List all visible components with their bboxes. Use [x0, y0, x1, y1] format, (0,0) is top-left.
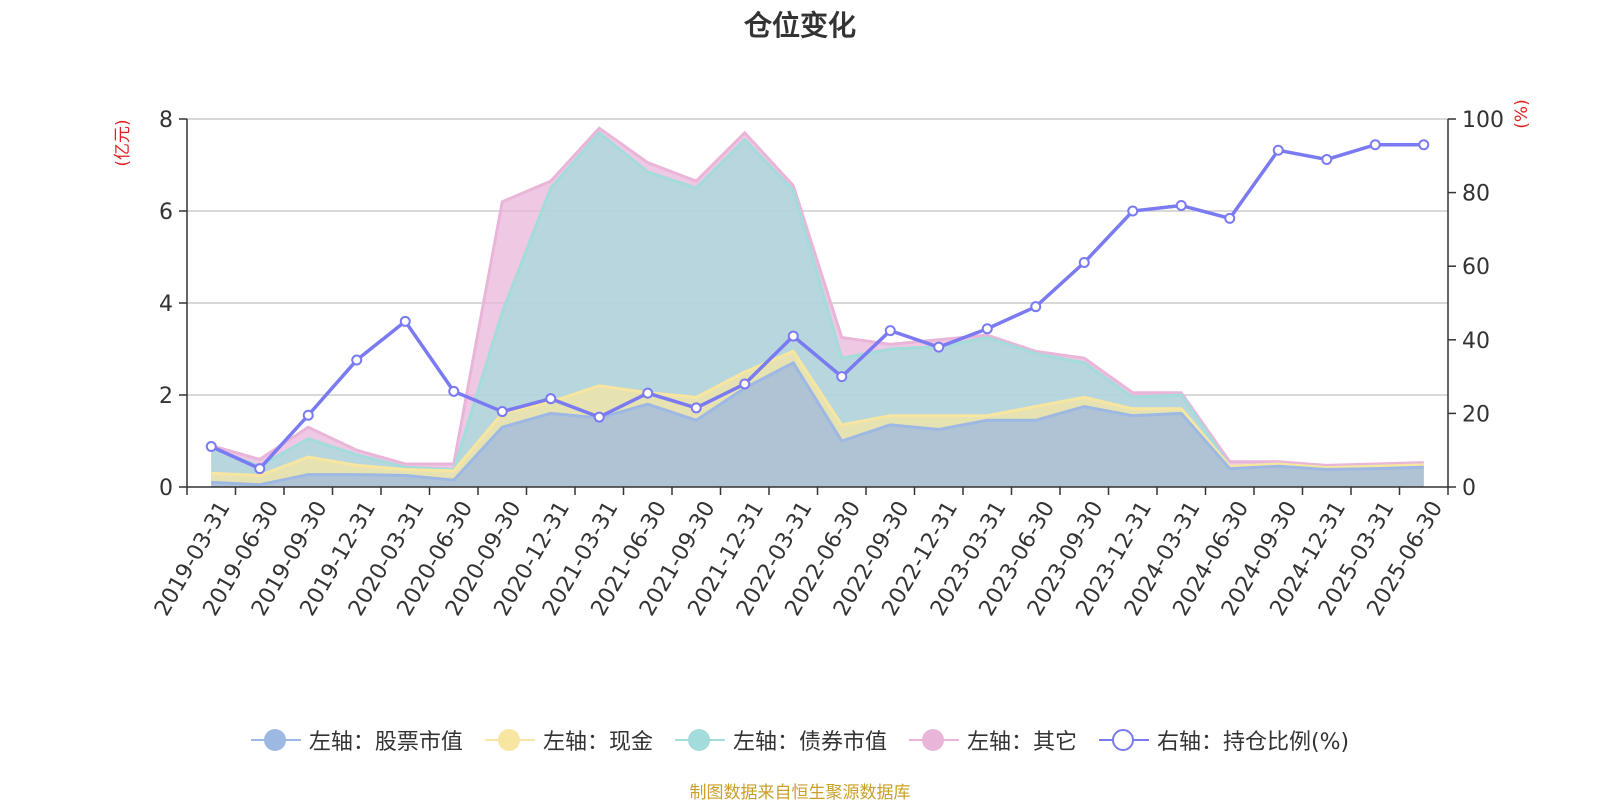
ratio-point: [787, 330, 799, 342]
ratio-point: [545, 393, 557, 405]
ratio-point: [254, 463, 266, 475]
legend-label: 右轴：持仓比例(%): [1156, 730, 1350, 755]
left-tick-label: 2: [159, 384, 173, 409]
ratio-series-line: [210, 143, 1424, 471]
area-1: [211, 362, 1424, 487]
legend-label: 左轴：其它: [966, 730, 1077, 755]
ratio-point: [399, 315, 411, 327]
legend-item[interactable]: 左轴：现金: [484, 724, 653, 756]
legend-label: 左轴：股票市值: [308, 730, 463, 755]
legend-marker: [921, 729, 944, 751]
ratio-point: [448, 385, 460, 397]
data-source-footer: 制图数据来自恒生聚源数据库: [689, 783, 911, 803]
legend-marker: [1111, 729, 1134, 751]
legend-symbol-icon: [674, 725, 725, 755]
legend: 左轴：股票市值 左轴：现金 左轴：债券市值 左轴：其它 右轴：持仓比例(%): [0, 722, 1600, 758]
ratio-point: [981, 323, 993, 335]
area-edge-1: [211, 360, 1424, 487]
area-edge-2: [211, 349, 1424, 478]
ratio-point: [1030, 301, 1042, 313]
legend-symbol-icon: [250, 725, 301, 755]
ratio-point: [836, 371, 848, 383]
legend-label: 左轴：现金: [542, 730, 653, 755]
ratio-point: [1418, 139, 1430, 151]
ratio-point: [884, 325, 896, 337]
ratio-point: [496, 406, 508, 418]
right-tick-label: 20: [1462, 402, 1490, 427]
ratio-point: [1272, 144, 1284, 156]
right-tick-label: 80: [1462, 182, 1490, 207]
ratio-point: [1175, 199, 1187, 211]
left-tick-label: 0: [159, 476, 173, 501]
stacked-areas: [210, 126, 1424, 488]
ratio-point: [642, 387, 654, 399]
left-tick-label: 8: [159, 108, 173, 133]
ratio-point: [1224, 212, 1236, 224]
left-tick-label: 6: [159, 200, 173, 225]
right-tick-label: 60: [1462, 255, 1490, 280]
legend-item[interactable]: 左轴：债券市值: [674, 724, 887, 756]
legend-marker: [263, 729, 286, 751]
right-axis-label: (%): [1512, 99, 1532, 128]
ratio-point: [593, 411, 605, 423]
left-tick-label: 4: [159, 292, 173, 317]
chart-title: 仓位变化: [743, 9, 856, 42]
ratio-point: [690, 402, 702, 414]
ratio-point: [1127, 205, 1139, 217]
ratio-point: [1369, 139, 1381, 151]
left-axis-label: (亿元): [113, 119, 133, 166]
legend-item[interactable]: 右轴：持仓比例(%): [1098, 724, 1350, 756]
ratio-line: [205, 139, 1430, 475]
legend-item[interactable]: 左轴：股票市值: [250, 724, 463, 756]
legend-symbol-icon: [1098, 725, 1149, 755]
ratio-point: [933, 341, 945, 353]
ratio-point: [1321, 153, 1333, 165]
area-3: [211, 132, 1424, 488]
right-tick-label: 0: [1462, 476, 1476, 501]
ratio-point: [1078, 257, 1090, 269]
ratio-point: [351, 354, 363, 366]
ratio-point: [739, 378, 751, 390]
legend-marker: [687, 729, 710, 751]
legend-label: 左轴：债券市值: [732, 730, 887, 755]
area-edge-4: [210, 126, 1424, 467]
legend-symbol-icon: [908, 725, 959, 755]
ratio-point: [302, 409, 314, 421]
ratio-point: [205, 441, 217, 453]
legend-marker: [497, 729, 520, 751]
legend-item[interactable]: 左轴：其它: [908, 724, 1077, 756]
right-tick-label: 40: [1462, 329, 1490, 354]
legend-symbol-icon: [484, 725, 535, 755]
right-tick-label: 100: [1462, 108, 1504, 133]
